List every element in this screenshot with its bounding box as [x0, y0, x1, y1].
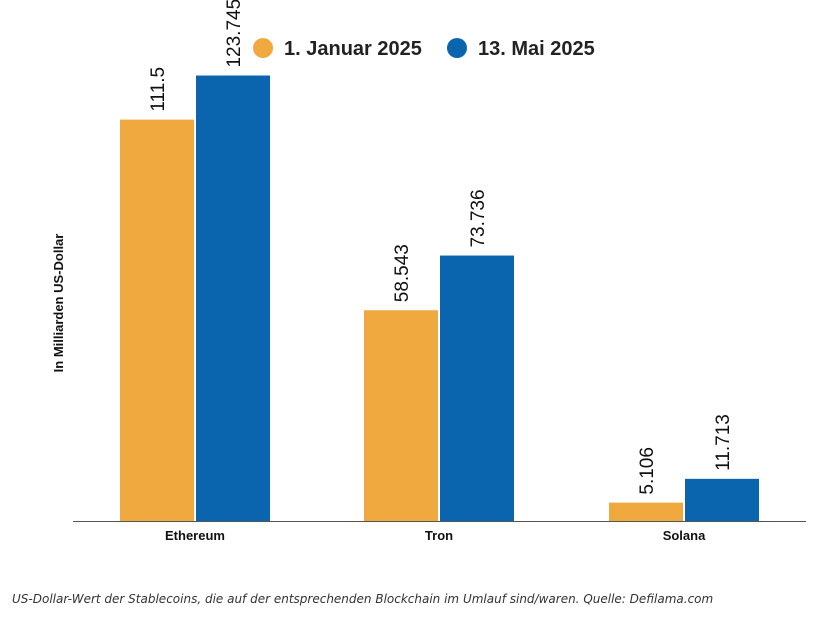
bar-ethereum-series-1 [120, 119, 194, 521]
legend: 1. Januar 2025 13. Mai 2025 [253, 38, 595, 60]
bar-tron-series-2 [440, 255, 514, 521]
bar-solana-series-1 [609, 502, 683, 521]
x-tick-label-ethereum: Ethereum [165, 528, 225, 543]
data-label-ethereum-series-1: 111.5 [148, 67, 169, 112]
legend-marker-series-2 [447, 38, 467, 58]
data-label-ethereum-series-2: 123.745 [224, 0, 245, 68]
data-label-solana-series-2: 11.713 [713, 414, 734, 471]
bar-ethereum-series-2 [196, 75, 270, 521]
bars [120, 75, 759, 521]
y-axis-title: In Milliarden US-Dollar [51, 234, 66, 373]
data-label-solana-series-1: 5.106 [637, 447, 658, 495]
bar-solana-series-2 [685, 478, 759, 521]
legend-marker-series-1 [253, 38, 273, 58]
x-tick-labels: Ethereum Tron Solana [165, 528, 706, 543]
bar-tron-series-1 [364, 310, 438, 521]
bar-chart: 1. Januar 2025 13. Mai 2025 In Milliarden… [51, 0, 806, 543]
data-label-tron-series-1: 58.543 [392, 244, 413, 302]
legend-label-series-1: 1. Januar 2025 [284, 38, 422, 60]
data-label-tron-series-2: 73.736 [468, 189, 489, 247]
figure-caption: US-Dollar-Wert der Stablecoins, die auf … [12, 592, 714, 606]
x-tick-label-tron: Tron [425, 528, 453, 543]
x-tick-label-solana: Solana [663, 528, 706, 543]
value-labels: 111.5 123.745 58.543 73.736 5.106 11.713 [148, 0, 734, 495]
legend-label-series-2: 13. Mai 2025 [478, 38, 595, 60]
